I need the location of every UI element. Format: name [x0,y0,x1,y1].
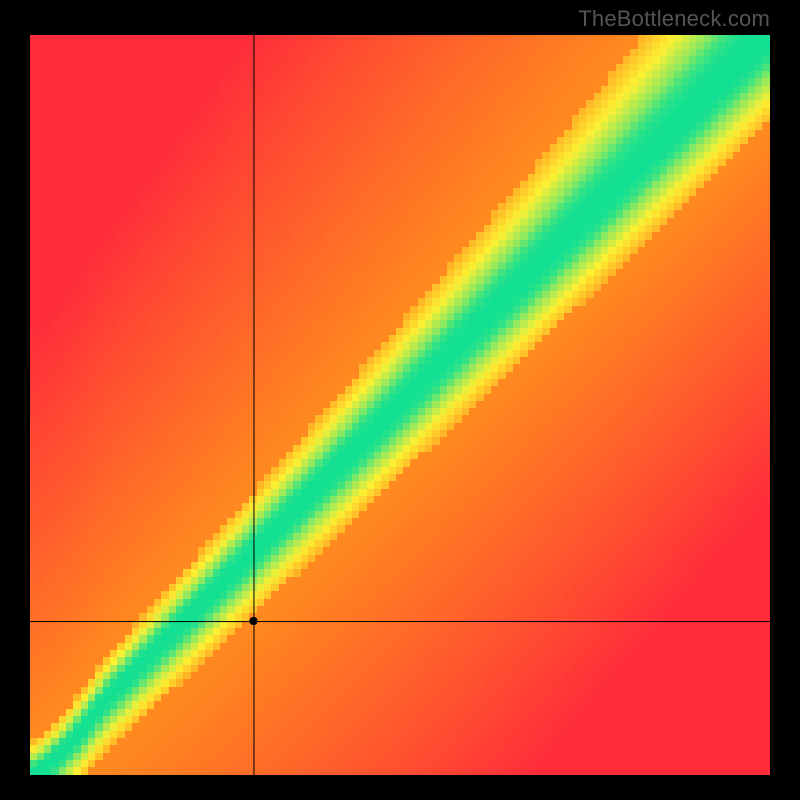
bottleneck-heatmap [30,35,770,775]
watermark-text: TheBottleneck.com [578,6,770,32]
chart-container: TheBottleneck.com [0,0,800,800]
